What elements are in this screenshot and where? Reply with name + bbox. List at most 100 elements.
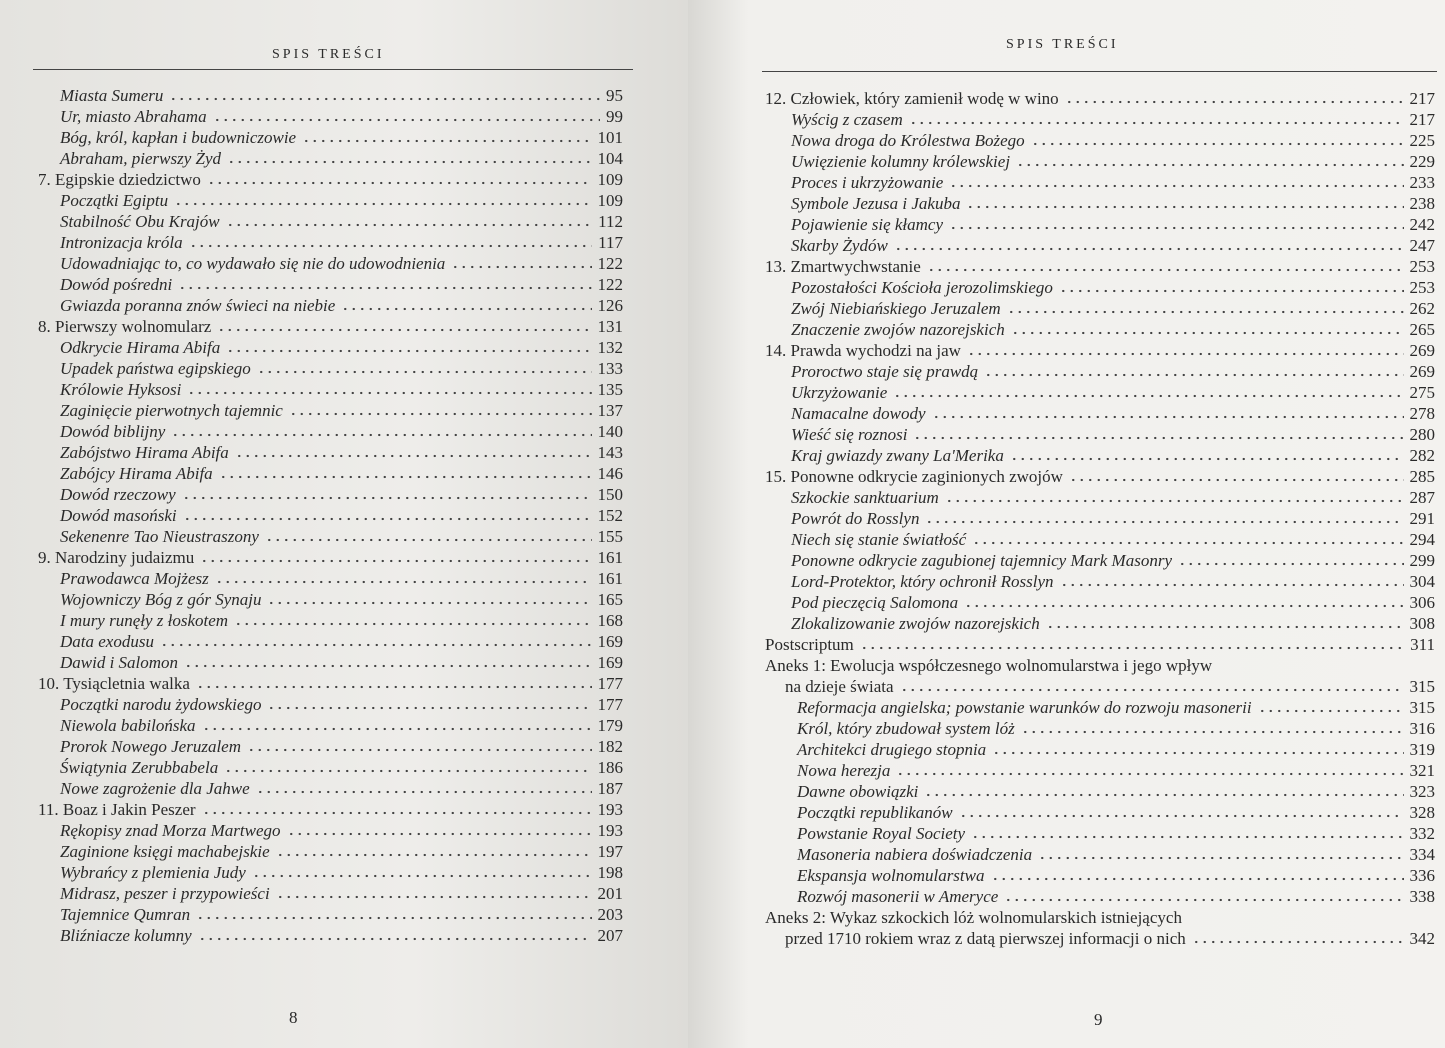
section-entry: Zabójcy Hirama Abifa 146 xyxy=(38,464,623,485)
dot-leader xyxy=(899,688,1404,692)
entry-page: 95 xyxy=(606,86,623,105)
entry-title: 7. Egipskie dziedzictwo xyxy=(38,170,201,189)
entry-page: 217 xyxy=(1409,89,1436,108)
entry-title: Król, który zbudował system lóż xyxy=(797,719,1015,738)
dot-leader xyxy=(184,664,592,668)
section-entry: Stabilność Obu Krajów 112 xyxy=(38,212,623,233)
header-rule xyxy=(762,71,1437,72)
chapter-entry: 11. Boaz i Jakin Peszer 193 xyxy=(38,800,623,821)
section-entry: Kraj gwiazdy zwany La'Merika 282 xyxy=(765,446,1435,467)
dot-leader xyxy=(1006,310,1404,314)
section-entry: Nowa droga do Królestwa Bożego 225 xyxy=(765,131,1435,152)
entry-page: 229 xyxy=(1409,152,1436,171)
entry-page: 193 xyxy=(597,800,624,819)
entry-title: Ur, miasto Abrahama xyxy=(60,107,207,126)
entry-title: Wojowniczy Bóg z gór Synaju xyxy=(60,590,262,609)
section-entry: Miasta Sumeru 95 xyxy=(38,86,623,107)
entry-page: 315 xyxy=(1409,677,1436,696)
dot-leader xyxy=(275,853,592,857)
entry-page: 112 xyxy=(598,212,623,231)
section-entry: Prawodawca Mojżesz 161 xyxy=(38,569,623,590)
entry-page: 187 xyxy=(597,779,624,798)
section-entry: Rozwój masonerii w Ameryce 338 xyxy=(765,887,1435,908)
section-entry: Wojowniczy Bóg z gór Synaju 165 xyxy=(38,590,623,611)
dot-leader xyxy=(256,370,592,374)
entry-page: 146 xyxy=(597,464,624,483)
running-header: SPIS TREŚCI xyxy=(1006,37,1119,52)
section-entry: Niech się stanie światłość 294 xyxy=(765,530,1435,551)
entry-page: 280 xyxy=(1409,425,1436,444)
entry-title: Bliźniacze kolumny xyxy=(60,926,192,945)
entry-page: 217 xyxy=(1409,110,1436,129)
section-entry: Powrót do Rosslyn 291 xyxy=(765,509,1435,530)
dot-leader xyxy=(1030,142,1404,146)
entry-title: 13. Zmartwychwstanie xyxy=(765,257,921,276)
dot-leader xyxy=(178,286,592,290)
entry-title: Udowadniając to, co wydawało się nie do … xyxy=(60,254,446,273)
entry-title: Upadek państwa egipskiego xyxy=(60,359,251,378)
entry-page: 262 xyxy=(1409,299,1436,318)
dot-leader xyxy=(251,874,592,878)
toc: 12. Człowiek, który zamienił wodę w wino… xyxy=(765,89,1435,950)
dot-leader xyxy=(174,202,592,206)
section-entry: Ponowne odkrycie zagubionej tajemnicy Ma… xyxy=(765,551,1435,572)
dot-leader xyxy=(234,454,592,458)
entry-title: Królowie Hyksosi xyxy=(60,380,182,399)
entry-page: 299 xyxy=(1409,551,1436,570)
dot-leader xyxy=(267,706,592,710)
section-entry: Ekspansja wolnomularstwa 336 xyxy=(765,866,1435,887)
entry-page: 315 xyxy=(1409,698,1436,717)
entry-title: Abraham, pierwszy Żyd xyxy=(60,149,222,168)
dot-leader xyxy=(181,496,592,500)
dot-leader xyxy=(214,580,592,584)
entry-title: Zaginięcie pierwotnych tajemnic xyxy=(60,401,283,420)
entry-page: 265 xyxy=(1409,320,1436,339)
entry-page: 282 xyxy=(1409,446,1436,465)
entry-title: Niech się stanie światłość xyxy=(791,530,967,549)
entry-page: 291 xyxy=(1409,509,1436,528)
entry-title: Rękopisy znad Morza Martwego xyxy=(60,821,281,840)
dot-leader xyxy=(1045,625,1404,629)
entry-title: Ponowne odkrycie zagubionej tajemnicy Ma… xyxy=(791,551,1172,570)
entry-title: 12. Człowiek, który zamienił wodę w wino xyxy=(765,89,1059,108)
entry-page: 122 xyxy=(597,275,624,294)
section-entry: Powstanie Royal Society 332 xyxy=(765,824,1435,845)
entry-page: 203 xyxy=(597,905,624,924)
entry-page: 238 xyxy=(1409,194,1436,213)
section-entry: Odkrycie Hirama Abifa 132 xyxy=(38,338,623,359)
dot-leader xyxy=(908,121,1404,125)
entry-page: 275 xyxy=(1409,383,1436,402)
dot-leader xyxy=(201,811,592,815)
dot-leader xyxy=(286,832,592,836)
section-entry: Architekci drugiego stopnia 319 xyxy=(765,740,1435,761)
section-entry: Dowód pośredni 122 xyxy=(38,275,623,296)
toc: Miasta Sumeru 95 Ur, miasto Abrahama 99 Bóg,… xyxy=(38,86,623,947)
entry-page: 101 xyxy=(597,128,624,147)
entry-title: Niewola babilońska xyxy=(60,716,196,735)
dot-leader xyxy=(913,436,1404,440)
section-entry: Szkockie sanktuarium 287 xyxy=(765,488,1435,509)
dot-leader xyxy=(1064,100,1404,104)
dot-leader xyxy=(206,181,592,185)
section-entry: Intronizacja króla 117 xyxy=(38,233,623,254)
entry-title: Wybrańcy z plemienia Judy xyxy=(60,863,246,882)
dot-leader xyxy=(200,559,592,563)
entry-title: Sekenenre Tao Nieustraszony xyxy=(60,527,259,546)
entry-title: Aneks 1: Ewolucja współczesnego wolnomul… xyxy=(765,656,1213,675)
dot-leader xyxy=(966,205,1404,209)
entry-page: 133 xyxy=(597,359,624,378)
dot-leader xyxy=(196,916,592,920)
section-entry: Początki narodu żydowskiego 177 xyxy=(38,695,623,716)
entry-title: Nowe zagrożenie dla Jahwe xyxy=(60,779,250,798)
entry-title: przed 1710 rokiem wraz z datą pierwszej … xyxy=(785,929,1186,948)
section-entry: Pozostałości Kościoła jerozolimskiego 253 xyxy=(765,278,1435,299)
section-entry: Lord-Protektor, który ochronił Rosslyn 30… xyxy=(765,572,1435,593)
entry-title: Znaczenie zwojów nazorejskich xyxy=(791,320,1005,339)
section-entry: Zlokalizowanie zwojów nazorejskich 308 xyxy=(765,614,1435,635)
chapter-entry: Postscriptum 311 xyxy=(765,635,1435,656)
section-entry: Królowie Hyksosi 135 xyxy=(38,380,623,401)
entry-title: Intronizacja króla xyxy=(60,233,183,252)
chapter-entry: 12. Człowiek, który zamienił wodę w wino… xyxy=(765,89,1435,110)
dot-leader xyxy=(1068,478,1404,482)
section-entry: Tajemnice Qumran 203 xyxy=(38,905,623,926)
